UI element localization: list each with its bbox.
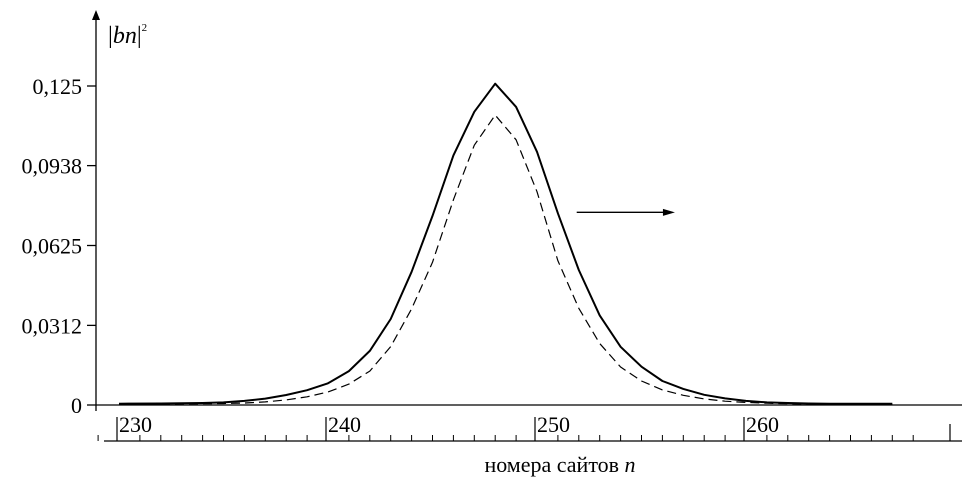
x-tick-label: 240: [328, 412, 361, 437]
y-tick-label: 0,125: [33, 74, 83, 99]
propagation-arrow-head: [662, 208, 675, 216]
y-axis-label-bar-right: |: [137, 23, 142, 49]
y-tick-label: 0,0625: [22, 234, 83, 259]
labels-layer: |bn|2 номера сайтов n: [108, 22, 636, 477]
solid-series-line: [118, 82, 893, 405]
y-tick-label: 0: [71, 393, 82, 418]
x-axis-label-var: n: [625, 452, 636, 477]
x-tick-label: 230: [119, 412, 152, 437]
y-axis-label-bar-left: |: [108, 23, 113, 49]
y-axis-label: |bn|2: [108, 22, 147, 49]
y-axis-arrowhead: [92, 10, 100, 20]
y-tick-label: 0,0938: [22, 154, 83, 179]
axes: 0 0,0312 0,0625 0,0938 0,125 230 240 250 260: [22, 10, 962, 442]
dashed-series-line: [118, 114, 893, 405]
y-tick-label: 0,0312: [22, 313, 83, 338]
x-axis-label-text: номера сайтов: [484, 452, 619, 477]
y-axis-label-text: bn: [113, 23, 137, 49]
x-tick-label: 250: [537, 412, 570, 437]
series-layer: [118, 82, 893, 405]
x-tick-label: 260: [746, 412, 779, 437]
x-axis-label: номера сайтов n: [484, 452, 635, 477]
y-axis-label-exponent: 2: [142, 22, 148, 34]
annotations-layer: [576, 208, 675, 216]
